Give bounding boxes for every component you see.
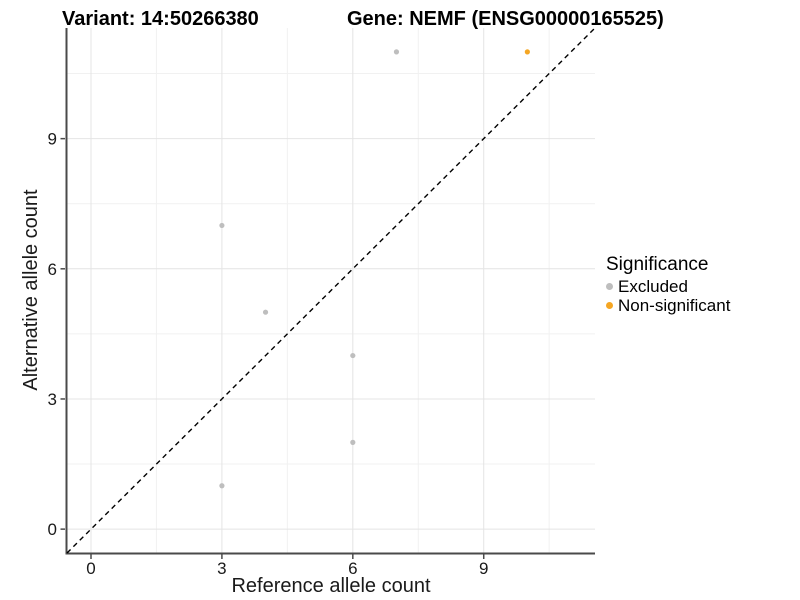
identity-dashed-line <box>66 27 596 554</box>
legend-label-non-significant: Non-significant <box>618 296 731 315</box>
x-axis-title: Reference allele count <box>231 575 431 597</box>
x-tick-label: 6 <box>348 559 357 578</box>
x-tick-label: 9 <box>479 559 488 578</box>
y-tick-label: 0 <box>48 520 57 539</box>
data-point-excluded <box>350 352 356 359</box>
data-point-excluded <box>350 439 356 445</box>
data-point-excluded <box>393 49 400 55</box>
plot-title-variant: Variant: 14:50266380 <box>62 8 259 30</box>
plot-title-gene: Gene: NEMF (ENSG00000165525) <box>347 8 664 30</box>
y-axis-title: Alternative allele count <box>20 189 42 391</box>
legend-item-excluded: Excluded <box>606 277 730 296</box>
data-point-excluded <box>219 483 225 489</box>
y-tick-label: 9 <box>48 130 57 149</box>
data-point-excluded <box>262 309 269 315</box>
legend-item-non-significant: Non-significant <box>606 296 730 315</box>
data-point-non-significant <box>524 49 530 55</box>
x-tick-label: 0 <box>86 559 95 578</box>
x-tick-label: 3 <box>217 559 226 578</box>
legend-label-excluded: Excluded <box>618 277 688 296</box>
data-point-excluded <box>219 222 225 229</box>
y-tick-label: 3 <box>48 390 57 409</box>
legend-dot-non-significant-icon <box>606 302 613 309</box>
y-tick-label: 6 <box>48 260 57 279</box>
legend: Significance Excluded Non-significant <box>606 254 730 315</box>
legend-title: Significance <box>606 254 709 275</box>
legend-dot-excluded-icon <box>606 283 613 290</box>
